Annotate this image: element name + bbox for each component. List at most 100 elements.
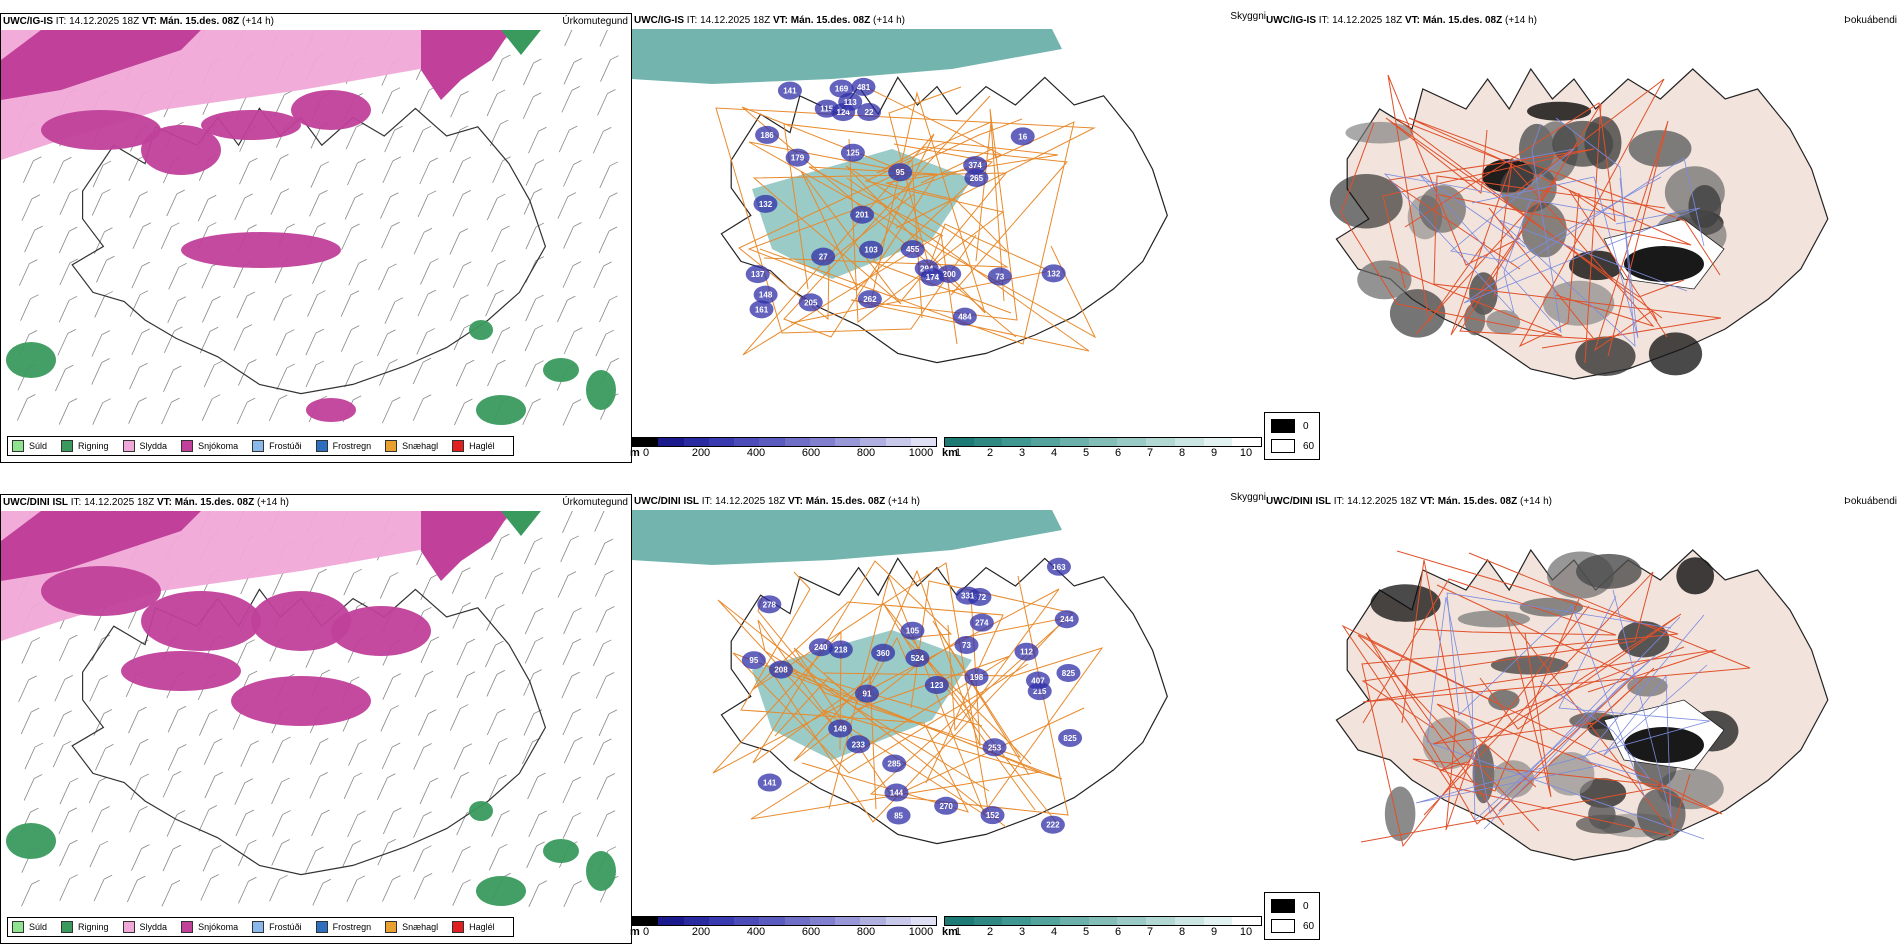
wind-barb-flag: [141, 261, 151, 267]
legend-label: Snæhagl: [402, 922, 439, 932]
rain-patch: [476, 395, 526, 425]
snow-area: [1, 30, 201, 100]
ceiling-value-label: 95: [749, 656, 758, 665]
wind-barb-flag: [171, 222, 180, 228]
precip-type-legend: Súld Rigning Slydda Snjókoma Frostúði Frostre…: [7, 436, 514, 456]
wind-barb-flag: [286, 363, 295, 369]
wind-barb-flag: [460, 771, 470, 777]
ceiling-value-label: 125: [846, 149, 860, 158]
colorbar-tick-label: 1000: [908, 447, 934, 459]
wind-barb: [96, 260, 107, 283]
wind-barb-flag: [102, 189, 111, 194]
colorbar-tick-label: 800: [856, 447, 876, 459]
fog-patch: [1676, 557, 1715, 595]
low-ceiling-patch: [905, 649, 930, 668]
legend-item: Frostúði: [252, 440, 302, 452]
low-ceiling-patch: [859, 240, 884, 259]
wind-barb-flag: [392, 396, 401, 402]
wind-barb-flag: [30, 294, 39, 300]
wind-barb: [58, 230, 70, 254]
wind-barb-flag: [495, 289, 504, 295]
wind-barb-flag: [63, 740, 72, 746]
wind-barb-flag: [533, 58, 542, 64]
wind-barb-flag: [213, 738, 223, 744]
wind-barb: [203, 364, 215, 388]
road-line: [1408, 117, 1721, 276]
wind-barb: [454, 402, 465, 426]
low-ceiling-patch: [749, 300, 774, 319]
wind-barb-flag: [429, 157, 438, 163]
wind-barb: [272, 740, 283, 764]
low-ceiling-patch: [1010, 127, 1035, 146]
wind-barb-flag: [105, 743, 114, 749]
wind-barb-flag: [139, 362, 148, 368]
wind-barb: [52, 745, 64, 768]
wind-barb-flag: [495, 640, 504, 646]
wind-barb: [456, 675, 468, 698]
ceiling-value-label: 144: [890, 789, 904, 798]
wind-barb: [488, 778, 499, 802]
wind-barb: [486, 674, 498, 697]
legend-swatch: [122, 440, 135, 452]
wind-barb: [131, 848, 142, 871]
low-ceiling-patch: [871, 643, 896, 662]
wind-barb: [598, 230, 610, 254]
wind-barb-flag: [462, 602, 471, 607]
wind-barb-flag: [606, 810, 616, 815]
wind-barb-flag: [609, 161, 618, 167]
road-line: [1361, 550, 1679, 848]
wind-barb-flag: [607, 846, 617, 852]
wind-barb-flag: [171, 879, 181, 885]
wind-barb-flag: [243, 324, 253, 329]
wind-barb-flag: [393, 807, 402, 813]
wind-barb-flag: [499, 843, 508, 849]
wind-barb-flag: [498, 774, 507, 780]
wind-barb: [452, 883, 464, 906]
wind-barb: [522, 741, 533, 765]
wind-barb-flag: [141, 328, 150, 334]
low-ceiling-patch: [755, 125, 780, 144]
wind-barb-flag: [69, 258, 79, 264]
wind-barb-flag: [357, 602, 366, 607]
fog-patch: [1418, 185, 1466, 233]
colorbar-segment: [1002, 917, 1032, 925]
wind-barb: [340, 329, 352, 352]
wind-barb: [309, 194, 320, 217]
wind-barb: [24, 746, 36, 770]
wind-barb-flag: [535, 294, 544, 300]
low-ceiling-patch: [920, 268, 945, 287]
wind-barb-flag: [391, 87, 401, 93]
it-value: 14.12.2025 18Z: [1332, 15, 1403, 26]
ceiling-value-label: 455: [906, 245, 920, 254]
legend-label: Snæhagl: [402, 441, 439, 451]
wind-barb-flag: [459, 125, 469, 131]
wind-barb-flag: [572, 812, 582, 818]
colorbar-segment: [1174, 917, 1204, 925]
wind-barb: [452, 194, 464, 217]
wind-barb: [346, 879, 358, 902]
wind-barb: [563, 741, 575, 764]
ceiling-value-label: 374: [968, 161, 982, 170]
low-ceiling-patch: [777, 81, 802, 100]
wind-barb-flag: [250, 740, 259, 746]
wind-barb: [341, 227, 352, 251]
wind-barb: [491, 331, 503, 354]
fog-patch: [1329, 173, 1403, 229]
low-ceiling-patch: [840, 143, 865, 162]
wind-barb-flag: [69, 777, 79, 783]
low-ceiling-patch: [982, 738, 1007, 757]
wind-barb-flag: [422, 125, 432, 131]
ceiling-value-label: 294: [920, 264, 934, 273]
rain-patch: [6, 823, 56, 859]
wind-barb-flag: [535, 637, 544, 642]
legend-swatch: [315, 921, 328, 933]
snow-band: [181, 232, 341, 268]
wind-barb: [58, 402, 70, 425]
wind-barb: [593, 265, 605, 289]
low-ceiling-patch: [954, 635, 979, 654]
panel-title: UWC/DINI ISL IT: 14.12.2025 18Z VT: Mán.…: [632, 494, 1264, 510]
wind-barb-flag: [354, 360, 363, 366]
ceiling-value-label: 85: [894, 811, 903, 820]
wind-barb-flag: [460, 294, 469, 300]
low-ceiling-patch: [1058, 728, 1083, 747]
